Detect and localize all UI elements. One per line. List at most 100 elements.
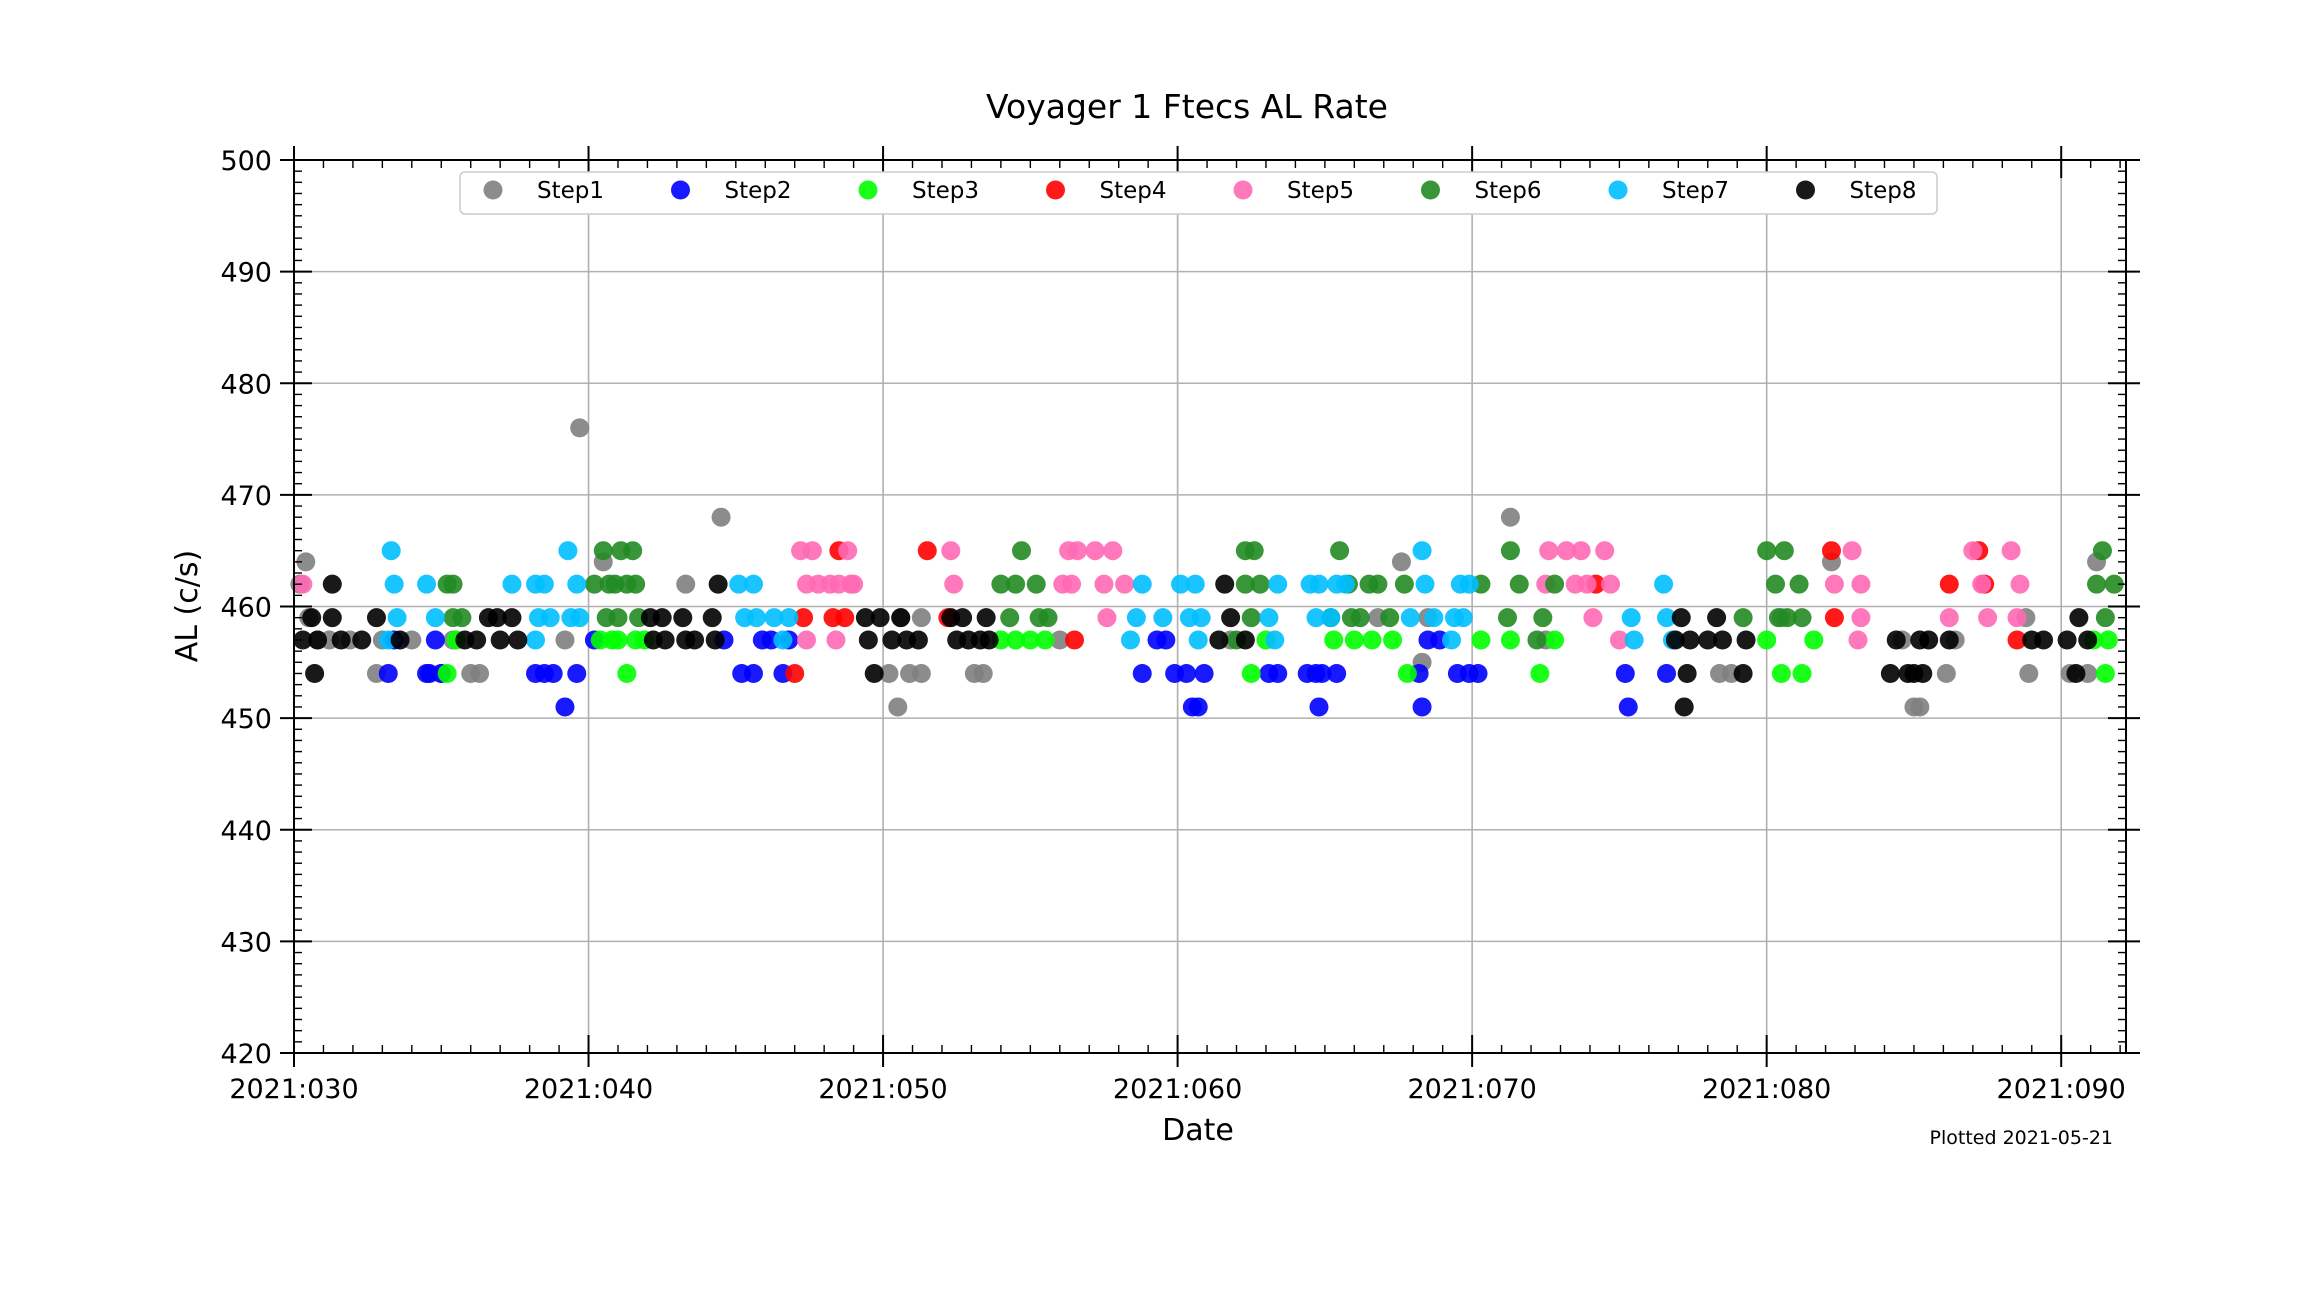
y-tick-label: 470 [220, 481, 272, 512]
data-point [953, 608, 973, 628]
data-point [623, 541, 643, 561]
data-point [387, 608, 407, 628]
data-point [1268, 663, 1288, 683]
data-point [1577, 574, 1597, 594]
data-point [2095, 608, 2115, 628]
data-point [1424, 608, 1444, 628]
data-point [1062, 574, 1082, 594]
data-point [1842, 541, 1862, 561]
data-point [1657, 608, 1677, 628]
legend-marker [671, 180, 690, 200]
data-point [796, 630, 816, 650]
data-point [1085, 541, 1105, 561]
y-tick-label: 450 [220, 704, 272, 735]
data-point [1188, 630, 1208, 650]
data-point [864, 663, 884, 683]
legend-label: Step7 [1662, 178, 1729, 204]
data-point [593, 541, 613, 561]
data-point [1194, 663, 1214, 683]
data-point [1094, 574, 1114, 594]
legend-label: Step5 [1287, 178, 1354, 204]
data-point [1583, 608, 1603, 628]
x-axis-label: Date [1162, 1113, 1234, 1148]
data-point [443, 574, 463, 594]
legend-marker [1046, 180, 1065, 200]
data-point [1327, 663, 1347, 683]
data-point [1368, 574, 1388, 594]
data-point [2078, 630, 2098, 650]
legend-marker [1608, 180, 1628, 200]
data-point [1654, 574, 1674, 594]
data-point [1156, 630, 1176, 650]
data-point [891, 608, 911, 628]
series-step5 [293, 541, 2030, 650]
data-point [888, 697, 908, 717]
legend-label: Step2 [725, 178, 792, 204]
data-point [508, 630, 528, 650]
data-point [487, 608, 507, 628]
data-point [452, 608, 472, 628]
data-point [844, 574, 864, 594]
legend-label: Step1 [537, 178, 604, 204]
data-point [2098, 630, 2118, 650]
x-tick-label: 2021:030 [229, 1074, 358, 1105]
legend-box [459, 171, 1938, 215]
data-point [2092, 541, 2112, 561]
data-point [1241, 663, 1261, 683]
data-point [785, 663, 805, 683]
data-point [2034, 630, 2054, 650]
data-point [608, 608, 628, 628]
data-point [1618, 697, 1638, 717]
data-point [941, 541, 961, 561]
data-point [1609, 630, 1629, 650]
legend-marker [483, 180, 503, 200]
data-point [835, 608, 855, 628]
data-point [526, 630, 546, 650]
data-point [1035, 630, 1055, 650]
data-point [746, 608, 766, 628]
data-point [1821, 541, 1841, 561]
data-point [1120, 630, 1140, 650]
data-point [779, 608, 799, 628]
data-point [378, 663, 398, 683]
data-point [711, 507, 731, 527]
data-point [1235, 574, 1255, 594]
data-point [555, 697, 575, 717]
data-point [381, 541, 401, 561]
data-point [1880, 663, 1900, 683]
data-point [1707, 608, 1727, 628]
data-point [976, 608, 996, 628]
data-point [1545, 630, 1565, 650]
data-point [2057, 630, 2077, 650]
y-axis-label: AL (c/s) [170, 550, 205, 662]
data-point [1733, 608, 1753, 628]
series-step2 [378, 630, 1677, 717]
data-point [879, 663, 899, 683]
data-point [973, 663, 993, 683]
data-point [1241, 608, 1261, 628]
data-point [502, 608, 522, 628]
data-point [2007, 608, 2027, 628]
data-point [1006, 630, 1026, 650]
data-point [858, 630, 878, 650]
data-point [293, 574, 313, 594]
data-point [1335, 574, 1355, 594]
plotted-date-footnote: Plotted 2021-05-21 [1930, 1127, 2113, 1149]
data-point [1244, 541, 1264, 561]
data-point [1362, 630, 1382, 650]
data-point [1268, 574, 1288, 594]
data-point [2007, 630, 2027, 650]
data-point [685, 630, 705, 650]
data-point [1851, 608, 1871, 628]
data-point [1115, 574, 1135, 594]
x-tick-label: 2021:070 [1407, 1074, 1536, 1105]
data-point [908, 630, 928, 650]
data-point [1306, 608, 1326, 628]
data-point [676, 574, 696, 594]
data-point [1657, 663, 1677, 683]
data-point [534, 574, 554, 594]
data-point [1792, 608, 1812, 628]
data-point [826, 630, 846, 650]
data-point [1913, 663, 1933, 683]
data-point [1191, 608, 1211, 628]
